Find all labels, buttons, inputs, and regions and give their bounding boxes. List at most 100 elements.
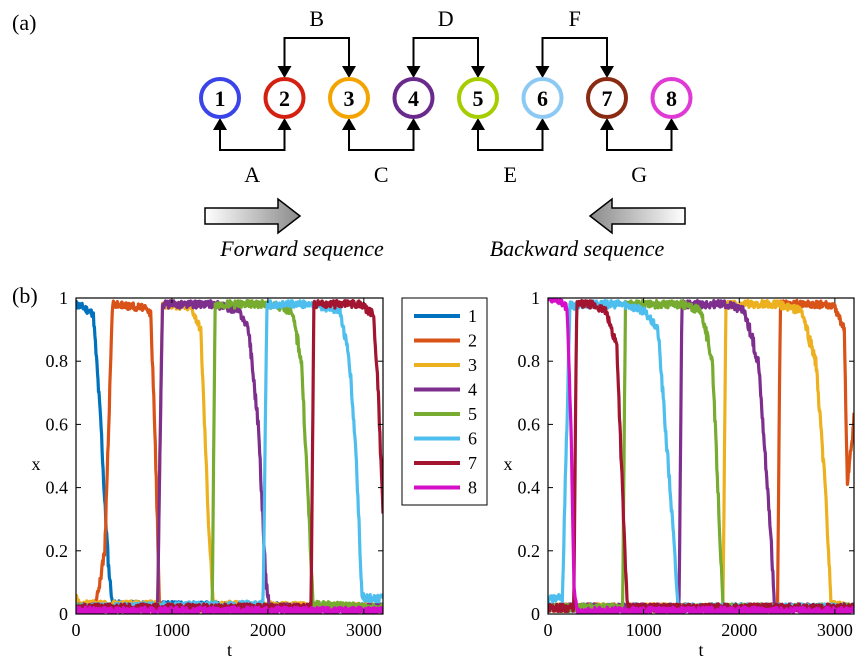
link-line: [219, 128, 286, 151]
arrowhead-icon: [406, 118, 421, 130]
arrowhead-icon: [277, 66, 292, 78]
node-8: 8: [650, 77, 693, 119]
arrowhead-icon: [600, 66, 614, 78]
node-label: 2: [279, 86, 290, 111]
link-D: D: [406, 6, 485, 78]
y-tick-label: 0: [59, 604, 68, 624]
node-3: 3: [328, 77, 370, 119]
node-label: 7: [602, 86, 613, 111]
series-line-3: [76, 299, 383, 613]
arrowhead-icon: [406, 66, 421, 78]
node-7: 7: [586, 77, 628, 119]
link-line: [477, 128, 544, 151]
forward-sequence-label: Forward sequence: [219, 236, 384, 261]
legend-item-4: 4: [414, 380, 477, 400]
right-plot: 0 1000 2000 3000 0 0.2 0.4 0.6 0.8 1 t x: [504, 288, 855, 660]
plot-frame: [75, 297, 384, 615]
legend-label: 1: [468, 306, 477, 326]
series-line-7: [548, 299, 854, 614]
backward-sequence-label: Backward sequence: [490, 236, 665, 261]
legend-box: [401, 297, 488, 506]
y-tick-label: 0.4: [518, 478, 541, 498]
y-tick-label: 0.2: [46, 541, 69, 561]
x-tick-label: 1000: [626, 620, 662, 640]
series-line-1: [76, 299, 383, 613]
node-circle: [263, 77, 306, 119]
node-4: 4: [392, 77, 435, 119]
link-C: C: [342, 118, 421, 187]
node-circle: [457, 77, 499, 119]
legend-item-6: 6: [414, 429, 477, 449]
y-tick-label: 0.2: [518, 541, 541, 561]
node-circle: [328, 77, 370, 119]
link-A: A: [213, 118, 292, 187]
panel-a-label: (a): [12, 10, 36, 35]
series-line-3: [548, 299, 854, 614]
left-plot: 0 1000 2000 3000 0 0.2 0.4 0.6 0.8 1 t x: [32, 288, 384, 660]
node-label: 1: [215, 86, 226, 111]
series-line-7: [76, 299, 383, 613]
arrowhead-icon: [535, 118, 550, 130]
x-tick-label: 2000: [721, 620, 757, 640]
legend-label: 8: [468, 478, 477, 498]
legend-item-8: 8: [414, 478, 477, 498]
link-label: E: [504, 162, 517, 187]
node-1: 1: [199, 77, 241, 119]
arrowhead-icon: [342, 66, 356, 78]
arrowhead-icon: [535, 66, 550, 78]
legend: 1 2 3 4 5 6 7 8: [401, 297, 488, 506]
y-tick-label: 0: [531, 604, 540, 624]
y-tick-label: 0.6: [518, 414, 541, 434]
link-label: G: [631, 162, 647, 187]
plot-frame: [547, 297, 855, 615]
y-tick-label: 0.8: [518, 351, 541, 371]
y-axis-label: x: [32, 454, 41, 474]
node-5: 5: [457, 77, 499, 119]
node-2: 2: [263, 77, 306, 119]
arrowhead-icon: [342, 118, 356, 130]
x-tick-label: 0: [72, 620, 81, 640]
series-line-8: [76, 605, 383, 614]
link-G: G: [600, 118, 679, 187]
link-label: D: [438, 6, 454, 31]
series-line-6: [76, 299, 383, 613]
plot-lines: [548, 298, 854, 614]
y-tick-label: 1: [59, 288, 68, 308]
x-tick-label: 3000: [346, 620, 382, 640]
arrowhead-icon: [471, 66, 485, 78]
x-tick-label: 1000: [154, 620, 190, 640]
series-line-2: [548, 298, 854, 613]
link-label: C: [374, 162, 389, 187]
node-label: 6: [537, 86, 548, 111]
legend-item-2: 2: [414, 331, 477, 351]
series-line-4: [548, 299, 854, 613]
link-line: [541, 37, 608, 68]
y-axis-label: x: [504, 454, 513, 474]
node-label: 3: [344, 86, 355, 111]
node-circle: [199, 77, 241, 119]
series-line-2: [76, 299, 383, 614]
link-line: [412, 37, 479, 68]
series-line-5: [76, 299, 383, 614]
legend-label: 7: [468, 453, 477, 473]
arrowhead-icon: [600, 118, 614, 130]
legend-label: 6: [468, 429, 477, 449]
backward-arrow: [588, 197, 686, 235]
link-line: [348, 128, 415, 151]
node-6: 6: [521, 77, 564, 119]
node-label: 5: [473, 86, 484, 111]
arrowhead-icon: [213, 118, 227, 130]
legend-item-5: 5: [414, 404, 477, 424]
series-line-6: [548, 299, 854, 614]
link-B: B: [277, 6, 356, 78]
series-line-5: [548, 299, 854, 614]
node-circle: [586, 77, 628, 119]
link-line: [283, 37, 350, 68]
legend-label: 3: [468, 355, 477, 375]
arrowhead-icon: [277, 118, 292, 130]
link-label: B: [309, 6, 324, 31]
y-tick-label: 0.6: [46, 414, 69, 434]
series-line-4: [76, 299, 383, 614]
x-tick-label: 3000: [817, 620, 853, 640]
